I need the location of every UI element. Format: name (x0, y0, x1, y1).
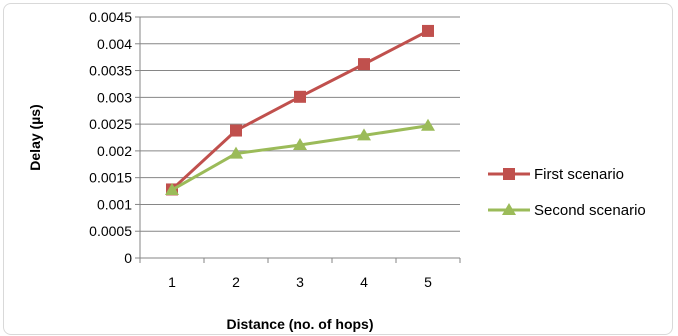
x-tick-label: 4 (360, 274, 368, 290)
data-point (294, 90, 306, 103)
gridlines (140, 16, 460, 232)
y-tick-label: 0.004 (97, 36, 132, 52)
axes (135, 16, 461, 263)
legend-item: Second scenario (488, 202, 646, 219)
x-tick-label: 3 (296, 274, 304, 290)
data-point (230, 124, 242, 137)
y-tick-label: 0.002 (97, 143, 132, 159)
y-tick-label: 0.0015 (89, 170, 132, 186)
legend-label: Second scenario (534, 202, 646, 219)
y-tick-label: 0.0025 (89, 116, 132, 132)
data-point (293, 137, 307, 150)
data-point (358, 58, 370, 71)
y-tick-label: 0.0045 (89, 9, 132, 25)
data-point (421, 118, 435, 131)
y-axis-title: Delay (µs) (27, 104, 43, 170)
y-tick-label: 0.003 (97, 89, 132, 105)
chart-frame (3, 3, 673, 335)
y-tick-label: 0.001 (97, 196, 132, 212)
x-axis-ticks: 1 2 3 4 5 (168, 274, 432, 290)
series-line (170, 29, 429, 191)
legend: First scenario Second scenario (488, 166, 646, 219)
x-tick-label: 2 (232, 274, 240, 290)
data-point (357, 128, 371, 141)
data-point (422, 24, 434, 37)
legend-marker (503, 168, 515, 180)
x-axis-title: Distance (no. of hops) (227, 316, 374, 332)
data-point (229, 146, 243, 159)
y-tick-label: 0.0035 (89, 63, 132, 79)
series-line (171, 124, 429, 192)
y-tick-label: 0.0005 (89, 223, 132, 239)
y-axis-ticks: 0 0.0005 0.001 0.0015 0.002 0.0025 0.003 0.0035… (89, 9, 132, 266)
y-tick-label: 0 (124, 250, 132, 266)
x-tick-label: 1 (168, 274, 176, 290)
legend-marker (502, 203, 516, 215)
series-2 (165, 118, 435, 195)
legend-label: First scenario (534, 166, 624, 183)
data-point (165, 182, 179, 195)
legend-item: First scenario (488, 166, 624, 183)
x-tick-label: 5 (424, 274, 432, 290)
series-lines (165, 24, 435, 196)
